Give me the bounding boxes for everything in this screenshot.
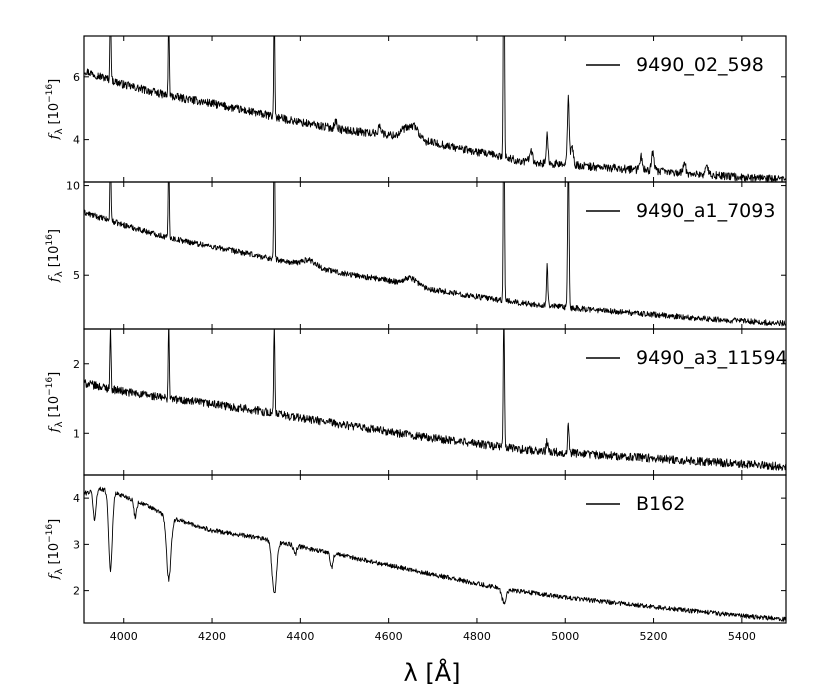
panels-layer: 46fλ[10−16]9490_02_598510fλ[1016]9490_a1… — [45, 35, 788, 624]
y-label-unit: [10 — [47, 543, 62, 565]
spectrum-9490-a3-11594 — [84, 329, 786, 471]
panel-9490-02-598: 4 6 fλ [10−16] 9490_02_598 — [45, 35, 787, 183]
y-tick-label: 10 — [66, 180, 80, 193]
x-tick-label: 5000 — [551, 630, 579, 643]
y-label-subscript: λ — [54, 128, 65, 134]
y-label-unit-close: ] — [47, 372, 62, 377]
y-label-subscript: λ — [54, 568, 65, 574]
panel-9490-a1-7093: 5 10 fλ [1016] 9490_a1_7093 — [45, 180, 787, 330]
y-tick-label: 2 — [73, 358, 80, 371]
y-label-exponent: 16 — [45, 234, 55, 246]
y-tick-label: 1 — [73, 427, 80, 440]
legend-label: 9490_a3_11594 — [636, 347, 788, 369]
y-axis-label: fλ [10−16] — [45, 79, 65, 140]
y-label-unit-close: ] — [47, 229, 62, 234]
legend-label: 9490_a1_7093 — [636, 200, 775, 222]
y-label-unit-close: ] — [47, 519, 62, 524]
y-label-symbol: f — [47, 132, 62, 140]
x-tick-label: 5400 — [728, 630, 756, 643]
x-tick-label: 4000 — [110, 630, 138, 643]
y-tick-label: 4 — [73, 134, 80, 147]
y-tick-label: 6 — [73, 71, 80, 84]
y-label-subscript: λ — [54, 421, 65, 427]
x-axis-label: λ [Å] — [404, 658, 461, 687]
y-axis-label: fλ [10−16] — [45, 519, 65, 580]
y-tick-label: 3 — [73, 538, 80, 551]
x-tick-label: 4800 — [463, 630, 491, 643]
y-label-exponent: −16 — [45, 377, 55, 396]
legend-label: B162 — [636, 493, 685, 515]
spectrum-9490-a1-7093 — [84, 182, 786, 327]
y-label-symbol: f — [47, 275, 62, 283]
y-label-subscript: λ — [54, 271, 65, 277]
y-label-unit: [10 — [47, 396, 62, 418]
y-axis-label: fλ [10−16] — [45, 372, 65, 433]
panel-9490-a3-11594: 1 2 fλ [10−16] 9490_a3_11594 — [45, 328, 788, 476]
spectrum-b162 — [84, 486, 786, 622]
y-label-unit: [10 — [47, 103, 62, 125]
y-label-exponent: −16 — [45, 84, 55, 103]
y-label-exponent: −16 — [45, 524, 55, 543]
x-tick-label: 4400 — [286, 630, 314, 643]
y-axis-label: fλ [1016] — [45, 229, 65, 283]
x-tick-label: 5200 — [640, 630, 668, 643]
y-label-symbol: f — [47, 425, 62, 433]
x-tick-label: 4200 — [198, 630, 226, 643]
y-label-symbol: f — [47, 572, 62, 580]
shared-x-axis: 4000 4200 4400 4600 4800 5000 5200 5400 — [110, 630, 756, 643]
y-tick-label: 2 — [73, 585, 80, 598]
x-tick-label: 4600 — [375, 630, 403, 643]
spectrum-9490-02-598 — [84, 36, 786, 182]
y-tick-label: 5 — [73, 269, 80, 282]
y-tick-label: 4 — [73, 492, 80, 505]
legend-label: 9490_02_598 — [636, 54, 764, 76]
y-label-unit-close: ] — [47, 79, 62, 84]
panel-frame — [83, 474, 787, 624]
panel-b162: 2 3 4 fλ [10−16] B162 — [45, 474, 787, 624]
y-label-unit: [10 — [47, 246, 62, 268]
